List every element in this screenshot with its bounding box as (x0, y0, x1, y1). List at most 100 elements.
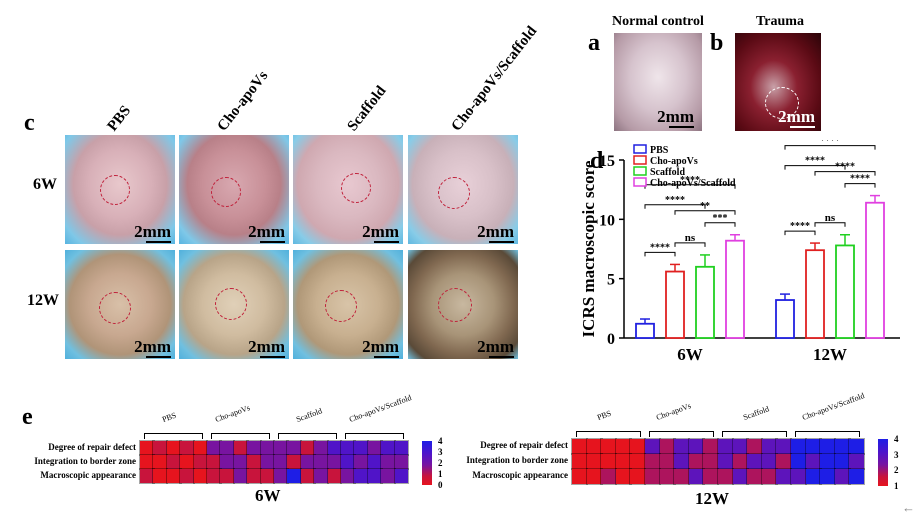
legend-label: Cho-apoVs (650, 156, 698, 167)
heatmap-cell (326, 453, 343, 471)
significance-bracket (674, 210, 736, 215)
heatmap-cell (702, 467, 720, 486)
heatmap-cell (804, 452, 822, 471)
heatmap-cell (746, 452, 764, 471)
column-label-scaffold: Scaffold (344, 83, 390, 135)
heatmap-cell (775, 452, 793, 471)
heatmap-cell (192, 467, 209, 485)
heatmap-cell (380, 453, 396, 471)
significance-label: **** (805, 156, 825, 167)
heatmap-cell (702, 437, 720, 456)
heatmap-cell (790, 452, 807, 471)
scale-bar: 2mm (362, 337, 399, 358)
heatmap-cell (804, 437, 822, 456)
significance-label: *** (713, 213, 728, 224)
knee-photo: 2mm (293, 135, 403, 244)
legend-swatch (633, 166, 647, 176)
legend-label: PBS (650, 145, 669, 156)
colorbar-tick: 3 (438, 447, 443, 457)
heatmap-cell (246, 439, 262, 457)
heatmap-row-label: Macroscopic appearance (472, 470, 568, 480)
heatmap-cell (717, 437, 734, 456)
heatmap-cell (833, 437, 851, 456)
heatmap-cell (273, 439, 289, 457)
heatmap-cell (219, 453, 236, 471)
y-tick-label: 15 (599, 153, 615, 170)
heatmap-cell (571, 452, 588, 471)
heatmap-cell (299, 467, 316, 485)
heatmap-cell (206, 467, 222, 485)
heatmap-cell (775, 467, 793, 486)
heatmap-cell (819, 467, 837, 486)
heatmap-cell (340, 467, 356, 485)
back-arrow-icon[interactable]: ← (902, 500, 915, 515)
heatmap-cell (232, 467, 249, 485)
heatmap-cell (152, 467, 169, 485)
heatmap-cell (614, 437, 632, 456)
legend-swatch (633, 155, 647, 165)
heatmap-cell (585, 452, 603, 471)
bar-1-1 (805, 249, 825, 339)
heatmap-row-label: Integration to border zone (466, 455, 568, 465)
significance-label: **** (820, 140, 840, 147)
heatmap-cell (614, 467, 632, 486)
heatmap-cell (139, 467, 155, 485)
heatmap-cell (600, 437, 618, 456)
group-bracket (345, 433, 404, 439)
heatmap-cell (179, 453, 195, 471)
heatmap-cell (393, 453, 410, 471)
heatmap-cell (353, 453, 370, 471)
heatmap-cell (273, 453, 289, 471)
heatmap-cell (775, 437, 793, 456)
colorbar-tick: 3 (894, 449, 899, 460)
heatmap-cell (165, 453, 182, 471)
heatmap-cell (246, 453, 262, 471)
significance-label: **** (650, 242, 670, 253)
heatmap-cell (299, 439, 316, 457)
heatmap-cell (286, 439, 303, 457)
legend-label: Cho-apoVs/Scaffold (650, 178, 736, 189)
heatmap-cell (232, 453, 249, 471)
colorbar-tick: 2 (894, 465, 899, 476)
scale-bar: 2mm (134, 337, 171, 358)
significance-label: **** (680, 175, 700, 186)
heatmap-cell (600, 467, 618, 486)
defect-circle (438, 177, 470, 209)
heatmap-row-label: Macroscopic appearance (40, 470, 136, 480)
significance-bracket (814, 222, 846, 227)
heatmap-cell (353, 467, 370, 485)
panel-letter-b: b (710, 30, 724, 56)
heatmap-cell (152, 453, 169, 471)
significance-bracket (784, 230, 816, 236)
group-label: Cho-apoVs/Scaffold (800, 391, 866, 422)
scale-bar: 2mm (134, 222, 171, 243)
scale-bar: 2mm (477, 337, 514, 358)
heatmap-cell (790, 467, 807, 486)
heatmap-cell (673, 452, 691, 471)
heatmap-cell (571, 467, 588, 486)
significance-label: ** (700, 201, 710, 212)
knee-photo: 2mm (179, 250, 289, 359)
knee-photo: 2mm (408, 250, 518, 359)
group-label: Cho-apoVs (654, 401, 692, 422)
defect-circle (211, 177, 241, 207)
significance-bracket (644, 184, 736, 189)
heatmap-title: 12W (695, 489, 729, 508)
heatmap-cell (393, 439, 410, 457)
significance-label: **** (835, 162, 855, 173)
heatmap-cell (366, 439, 383, 457)
heatmap-cell (629, 437, 647, 456)
row-label-12w: 12W (27, 292, 59, 309)
heatmap-cell (380, 467, 396, 485)
group-bracket (576, 431, 641, 437)
bar-1-2 (835, 244, 855, 339)
group-label: Cho-apoVs (213, 403, 251, 424)
significance-bracket (784, 165, 846, 170)
heatmap-cell (259, 467, 276, 485)
defect-circle-b (765, 87, 799, 119)
heatmap-cell (259, 439, 276, 457)
bar-1-0 (775, 299, 795, 339)
colorbar-tick: 0 (438, 480, 443, 490)
heatmap-cell (644, 437, 661, 456)
heatmap-cell (746, 467, 764, 486)
